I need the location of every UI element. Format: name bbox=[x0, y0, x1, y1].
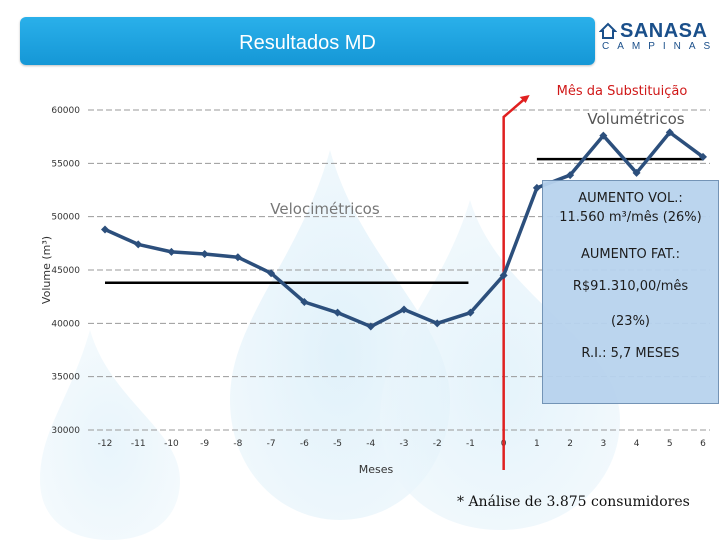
x-tick-label: -3 bbox=[400, 439, 409, 449]
data-point bbox=[665, 128, 674, 137]
x-tick-label: 4 bbox=[634, 439, 640, 449]
series-volume bbox=[101, 128, 707, 331]
x-tick-label: 1 bbox=[534, 439, 540, 449]
data-point bbox=[466, 308, 475, 317]
marker-arrowhead bbox=[519, 95, 530, 103]
data-point bbox=[499, 271, 508, 280]
x-axis-label: Meses bbox=[359, 463, 394, 476]
footnote: * Análise de 3.875 consumidores bbox=[457, 494, 690, 510]
data-point bbox=[267, 269, 276, 278]
x-tick-label: -1 bbox=[466, 439, 475, 449]
data-point bbox=[101, 225, 109, 234]
info-line-vol-value: 11.560 m³/mês (26%) bbox=[559, 210, 702, 225]
data-point bbox=[400, 305, 408, 314]
y-tick-label: 45000 bbox=[51, 266, 80, 276]
data-point bbox=[300, 298, 309, 306]
x-tick-label: 5 bbox=[667, 439, 673, 449]
avg-label-velocimetricos: Velocimétricos bbox=[270, 200, 380, 218]
substitution-marker bbox=[502, 95, 530, 470]
y-tick-label: 55000 bbox=[51, 159, 80, 169]
x-tick-label: -2 bbox=[433, 439, 442, 449]
x-tick-label: 6 bbox=[700, 439, 706, 449]
y-tick-label: 30000 bbox=[51, 426, 80, 436]
house-icon bbox=[599, 22, 617, 39]
x-tick-label: -4 bbox=[366, 439, 375, 449]
y-tick-label: 35000 bbox=[51, 373, 80, 383]
y-tick-label: 60000 bbox=[51, 106, 80, 116]
data-point bbox=[566, 171, 575, 180]
info-box: AUMENTO VOL.: 11.560 m³/mês (26%) AUMENT… bbox=[542, 180, 719, 404]
info-line-ri: R.I.: 5,7 MESES bbox=[581, 346, 680, 361]
logo-main-text: SANASA bbox=[620, 20, 708, 42]
x-tick-label: 2 bbox=[567, 439, 573, 449]
data-point bbox=[167, 247, 176, 256]
data-point bbox=[532, 183, 541, 192]
sanasa-logo: SANASA CAMPINAS bbox=[598, 18, 714, 60]
marker-label: Mês da Substituição bbox=[557, 84, 688, 99]
data-point bbox=[632, 168, 641, 177]
marker-line bbox=[502, 97, 527, 470]
data-point bbox=[233, 253, 242, 262]
data-point bbox=[200, 250, 209, 258]
x-tick-label: -10 bbox=[164, 439, 179, 449]
x-tick-label: -12 bbox=[98, 439, 113, 449]
average-lines bbox=[105, 157, 703, 285]
x-tick-label: -9 bbox=[200, 439, 209, 449]
data-point bbox=[134, 240, 143, 249]
data-point bbox=[599, 131, 608, 140]
y-tick-labels: 30000 35000 40000 45000 50000 55000 60000 bbox=[51, 106, 80, 436]
info-line-fat-value: R$91.310,00/mês bbox=[572, 279, 689, 294]
logo-sub-text: CAMPINAS bbox=[602, 41, 719, 52]
data-point bbox=[366, 322, 375, 331]
info-line-fat-title: AUMENTO FAT.: bbox=[581, 247, 680, 262]
data-point bbox=[433, 319, 442, 328]
y-tick-label: 50000 bbox=[51, 213, 80, 223]
x-tick-label: -8 bbox=[233, 439, 242, 449]
info-line-vol-title: AUMENTO VOL.: bbox=[578, 191, 683, 206]
x-tick-label: -5 bbox=[333, 439, 342, 449]
data-point bbox=[699, 152, 707, 161]
x-tick-labels: -12 -11 -10 -9 -8 -7 -6 -5 -4 -3 -2 -1 0 1 2 3 4 5 6 bbox=[98, 439, 706, 449]
x-tick-label: -7 bbox=[267, 439, 276, 449]
info-line-fat-percent: (23%) bbox=[610, 314, 651, 329]
data-point bbox=[333, 308, 342, 317]
avg-label-volumetricos: Volumétricos bbox=[587, 110, 684, 128]
x-tick-label: -11 bbox=[131, 439, 146, 449]
x-tick-label: -6 bbox=[300, 439, 309, 449]
y-axis-label: Volume (m³) bbox=[40, 236, 53, 304]
title-bar: Resultados MD bbox=[20, 17, 595, 65]
page-title: Resultados MD bbox=[239, 32, 376, 54]
x-tick-label: 3 bbox=[600, 439, 606, 449]
y-tick-label: 40000 bbox=[51, 319, 80, 329]
